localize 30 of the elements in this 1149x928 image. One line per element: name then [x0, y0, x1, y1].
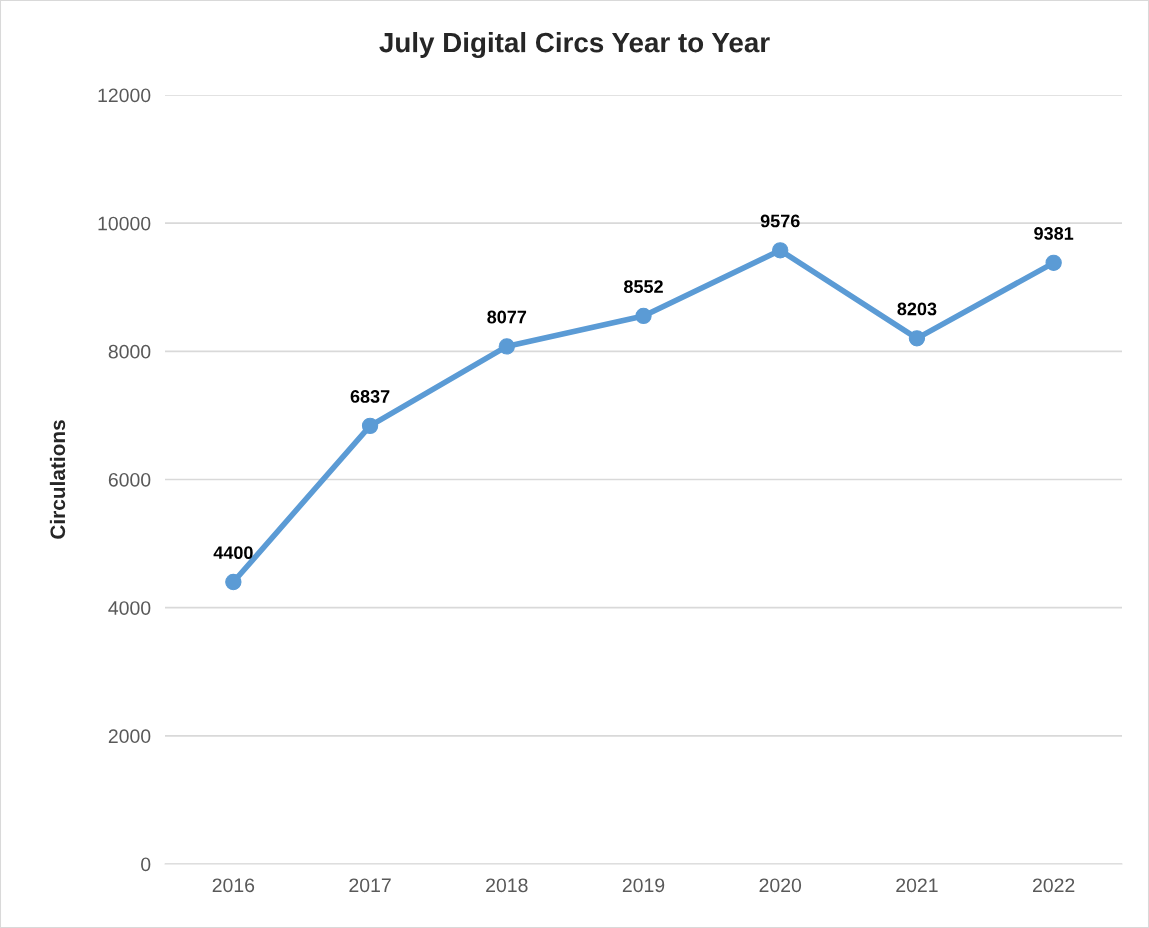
y-tick-label: 8000 [108, 344, 151, 359]
y-tick-label: 12000 [98, 88, 151, 103]
y-tick-label: 4000 [108, 601, 151, 615]
x-tick-label: 2019 [622, 878, 665, 893]
x-tick-label: 2018 [486, 878, 528, 893]
y-tick-label: 0 [141, 857, 151, 872]
y-tick-label: 10000 [98, 216, 151, 231]
x-tick-label: 2016 [212, 878, 255, 893]
point [1045, 254, 1062, 271]
data-label: 8203 [897, 302, 937, 316]
point [635, 307, 652, 325]
x-tick-label: 2020 [759, 878, 802, 893]
point [498, 338, 515, 355]
point [225, 573, 242, 591]
chart-title: July Digital Circs Year to Year [379, 31, 770, 59]
x-tick-label: 2017 [349, 878, 391, 893]
point [908, 330, 926, 347]
point [772, 242, 789, 259]
data-label: 9381 [1034, 227, 1074, 240]
y-tick-label: 2000 [108, 729, 151, 744]
point [361, 417, 379, 435]
data-label: 6837 [350, 390, 390, 403]
x-tick-label: 2021 [896, 878, 938, 893]
data-label: 9576 [760, 214, 800, 228]
y-tick-label: 6000 [108, 472, 151, 487]
data-label: 8077 [487, 310, 527, 324]
data-label: 8552 [623, 280, 663, 293]
y-axis-title: Circulations [49, 420, 66, 539]
x-tick-label: 2022 [1033, 878, 1075, 893]
data-label: 4400 [213, 546, 253, 560]
